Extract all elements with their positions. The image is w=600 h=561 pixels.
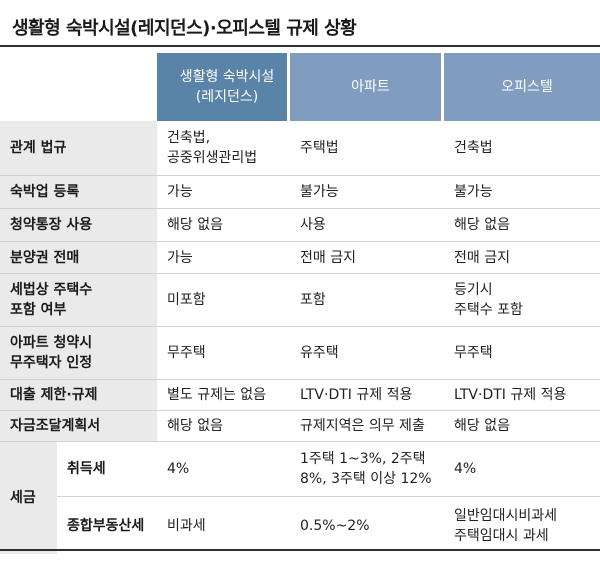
table-row: 숙박업 등록 가능 불가능 불가능 [0, 176, 600, 209]
table-row: 아파트 청약시 무주택자 인정 무주택 유주택 무주택 [0, 327, 600, 380]
cell-officetel: 등기시 주택수 포함 [444, 274, 600, 327]
cell-residence: 해당 없음 [157, 209, 290, 242]
cell-officetel: 해당 없음 [444, 209, 600, 242]
cell-officetel: 4% [444, 442, 600, 497]
cell-apartment: 불가능 [290, 176, 444, 209]
header-residence-line1: 생활형 숙박시설 [179, 69, 275, 85]
cell-officetel: 불가능 [444, 176, 600, 209]
cell-apartment: 전매 금지 [290, 242, 444, 274]
cell-officetel: LTV·DTI 규제 적용 [444, 380, 600, 411]
row-label: 대출 제한·규제 [0, 380, 157, 411]
bottom-rule [0, 549, 600, 551]
cell-residence: 미포함 [157, 274, 290, 327]
cell-apartment: 1주택 1~3%, 2주택 8%, 3주택 이상 12% [290, 442, 444, 497]
cell-residence: 가능 [157, 176, 290, 209]
cell-apartment: 사용 [290, 209, 444, 242]
cell-officetel: 일반임대시비과세 주택임대시 과세 [454, 507, 558, 544]
row-label: 아파트 청약시 무주택자 인정 [0, 327, 157, 380]
row-label: 분양권 전매 [0, 242, 157, 274]
row-label: 관계 법규 [0, 121, 157, 176]
table-row: 대출 제한·규제 별도 규제는 없음 LTV·DTI 규제 적용 LTV·DTI… [0, 380, 600, 411]
header-apartment: 아파트 [290, 53, 444, 121]
regulation-table: 생활형 숙박시설 (레지던스) 아파트 오피스텔 관계 법규 건축법, 공중위생관… [0, 53, 600, 554]
cell-officetel: 무주택 [444, 327, 600, 380]
table-row: 종합부동산세 비과세 0.5%~2% 일반임대시비과세 주택임대시 과세 [0, 497, 600, 554]
cell-apartment: 포함 [290, 274, 444, 327]
cell-apartment: LTV·DTI 규제 적용 [290, 380, 444, 411]
header-residence-line2: (레지던스) [195, 89, 259, 105]
cell-apartment: 유주택 [290, 327, 444, 380]
tax-group-label: 세금 [0, 442, 57, 554]
cell-residence: 무주택 [157, 327, 290, 380]
cell-residence: 별도 규제는 없음 [157, 380, 290, 411]
row-label: 자금조달계획서 [0, 411, 157, 442]
cell-apartment: 0.5%~2% [300, 517, 370, 534]
row-label: 청약통장 사용 [0, 209, 157, 242]
page-title: 생활형 숙박시설(레지던스)·오피스텔 규제 상황 [12, 18, 357, 39]
header-officetel: 오피스텔 [444, 53, 600, 121]
top-rule [0, 45, 600, 47]
cell-apartment: 규제지역은 의무 제출 [290, 411, 444, 442]
table-row: 분양권 전매 가능 전매 금지 전매 금지 [0, 242, 600, 274]
tax-row-label: 종합부동산세 [57, 497, 157, 554]
cell-residence: 비과세 [167, 517, 206, 534]
header-residence: 생활형 숙박시설 (레지던스) [157, 53, 290, 121]
cell-officetel: 건축법 [444, 121, 600, 176]
cell-residence: 가능 [157, 242, 290, 274]
header-corner [0, 53, 157, 121]
cell-residence: 해당 없음 [157, 411, 290, 442]
tax-row-label: 취득세 [57, 442, 157, 497]
row-label: 세법상 주택수 포함 여부 [0, 274, 157, 327]
cell-officetel: 해당 없음 [444, 411, 600, 442]
table-row: 자금조달계획서 해당 없음 규제지역은 의무 제출 해당 없음 [0, 411, 600, 442]
table-row: 관계 법규 건축법, 공중위생관리법 주택법 건축법 [0, 121, 600, 176]
table-row: 청약통장 사용 해당 없음 사용 해당 없음 [0, 209, 600, 242]
cell-apartment: 주택법 [290, 121, 444, 176]
cell-officetel: 전매 금지 [444, 242, 600, 274]
table-row: 세금 취득세 4% 1주택 1~3%, 2주택 8%, 3주택 이상 12% 4% [0, 442, 600, 554]
row-label: 숙박업 등록 [0, 176, 157, 209]
table-row: 세법상 주택수 포함 여부 미포함 포함 등기시 주택수 포함 [0, 274, 600, 327]
cell-residence: 4% [157, 442, 290, 497]
cell-residence: 건축법, 공중위생관리법 [157, 121, 290, 176]
